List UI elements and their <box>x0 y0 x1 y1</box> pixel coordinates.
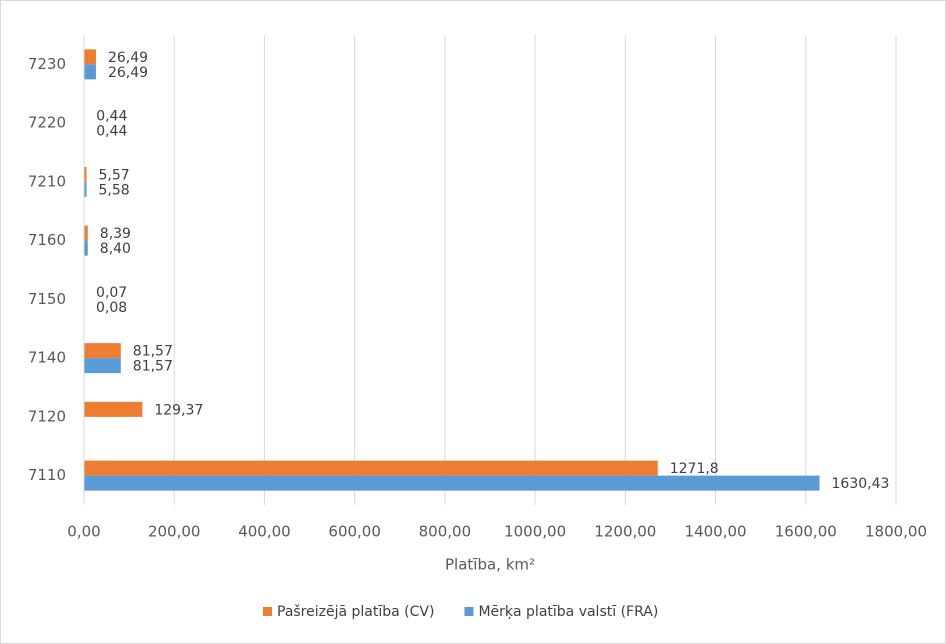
y-tick-label: 7110 <box>28 466 66 484</box>
x-tick-label: 1200,00 <box>594 523 656 541</box>
y-tick-label: 7120 <box>28 407 66 425</box>
bar <box>84 64 96 80</box>
legend-swatch <box>263 607 272 616</box>
y-tick-label: 7150 <box>28 290 66 308</box>
bar <box>84 181 87 197</box>
bar <box>84 166 87 182</box>
data-label: 26,49 <box>108 65 148 81</box>
data-label: 0,08 <box>96 300 127 316</box>
legend-label: Mērķa platība valstī (FRA) <box>478 604 658 620</box>
y-tick-label: 7160 <box>28 231 66 249</box>
data-label: 81,57 <box>133 359 173 375</box>
y-tick-label: 7220 <box>28 114 66 132</box>
x-tick-label: 1800,00 <box>865 523 927 541</box>
data-label: 5,57 <box>99 167 130 183</box>
data-label: 5,58 <box>99 182 130 198</box>
x-tick-label: 800,00 <box>419 523 472 541</box>
legend-label: Pašreizējā platība (CV) <box>277 604 434 620</box>
data-label: 8,40 <box>100 241 131 257</box>
data-label: 0,07 <box>96 285 127 301</box>
x-tick-label: 200,00 <box>148 523 201 541</box>
data-label: 81,57 <box>133 344 173 360</box>
x-tick-label: 400,00 <box>238 523 291 541</box>
data-label: 26,49 <box>108 50 148 66</box>
x-tick-label: 0,00 <box>67 523 100 541</box>
bar <box>84 460 658 476</box>
bar <box>84 475 820 491</box>
x-tick-label: 600,00 <box>328 523 381 541</box>
bar <box>84 49 96 65</box>
bar <box>84 343 121 359</box>
data-label: 0,44 <box>96 124 127 140</box>
data-label: 1630,43 <box>832 476 890 492</box>
y-tick-label: 7230 <box>28 55 66 73</box>
data-label: 8,39 <box>100 226 131 242</box>
y-tick-label: 7140 <box>28 349 66 367</box>
data-label: 0,44 <box>96 109 127 125</box>
bar <box>84 240 88 256</box>
x-tick-label: 1000,00 <box>504 523 566 541</box>
y-tick-label: 7210 <box>28 172 66 190</box>
x-tick-label: 1600,00 <box>775 523 837 541</box>
bar <box>84 358 121 374</box>
bar <box>84 401 143 417</box>
legend-swatch <box>464 607 474 616</box>
data-label: 1271,8 <box>670 461 719 477</box>
data-label: 129,37 <box>154 402 203 418</box>
bar <box>84 225 88 241</box>
x-tick-label: 1400,00 <box>685 523 747 541</box>
x-axis-label: Platība, km² <box>445 556 535 574</box>
